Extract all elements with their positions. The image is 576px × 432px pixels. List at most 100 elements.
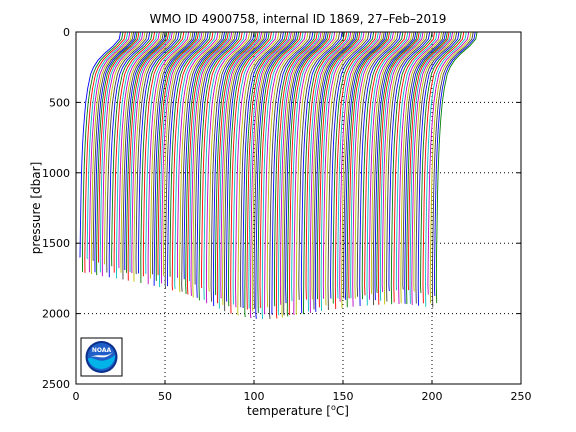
temperature-profile-line	[427, 31, 470, 295]
temperature-profile-line	[352, 31, 394, 307]
temperature-profile-line	[198, 31, 241, 301]
temperature-profile-line	[283, 31, 326, 316]
temperature-profile-line	[261, 31, 304, 320]
temperature-profile-line	[164, 31, 207, 289]
temperature-profile-line	[122, 31, 164, 280]
x-tick-label: 150	[333, 390, 354, 403]
temperature-profile-line	[320, 31, 363, 312]
x-tick-label: 200	[422, 390, 443, 403]
temperature-profile-line	[413, 31, 456, 292]
temperature-profile-line	[342, 31, 385, 299]
temperature-profile-line	[196, 31, 239, 298]
chart-title: WMO ID 4900758, internal ID 1869, 27–Feb…	[150, 12, 447, 26]
temperature-profile-line	[239, 31, 282, 308]
temperature-profile-line	[275, 31, 318, 319]
temperature-profile-line	[281, 31, 324, 318]
temperature-profile-line	[398, 31, 440, 305]
temperature-profile-line	[127, 31, 170, 281]
temperature-profile-line	[205, 31, 248, 304]
temperature-profile-line	[348, 31, 390, 299]
temperature-profile-line	[84, 31, 126, 273]
temperature-profile-line	[300, 31, 343, 314]
x-tick-label: 50	[158, 390, 172, 403]
temperature-profile-line	[183, 31, 226, 280]
temperature-profile-line	[325, 31, 367, 306]
temperature-profile-line	[291, 31, 333, 302]
temperature-profile-line	[232, 31, 275, 305]
temperature-profile-line	[131, 31, 173, 274]
temperature-profile-line	[266, 31, 309, 308]
temperature-profile-line	[142, 31, 185, 277]
temperature-profile-line	[174, 31, 216, 289]
temperature-profile-line	[356, 31, 399, 297]
temperature-profile-line	[152, 31, 194, 275]
temperature-profile-line	[346, 31, 389, 308]
temperature-profile-line	[390, 31, 433, 305]
temperature-profile-line	[108, 31, 151, 278]
temperature-profile-line	[378, 31, 420, 305]
x-axis-label-degree: o	[331, 403, 336, 412]
temperature-profile-line	[153, 31, 196, 287]
x-tick-label: 100	[244, 390, 265, 403]
x-axis-label-end: C]	[336, 404, 349, 418]
temperature-profile-line	[251, 31, 294, 312]
noaa-logo-gull	[90, 352, 113, 358]
temperature-profile-line	[433, 31, 476, 297]
temperature-profile-line	[190, 31, 233, 296]
temperature-profile-line	[90, 31, 133, 275]
temperature-profile-line	[133, 31, 175, 282]
temperature-profile-line	[393, 31, 436, 303]
temperature-profile-line	[169, 31, 211, 277]
temperature-profile-line	[271, 31, 314, 316]
temperature-profile-line	[101, 31, 144, 277]
temperature-profile-line	[113, 31, 156, 273]
temperature-profile-line	[220, 31, 263, 299]
y-tick-label: 1000	[42, 167, 70, 180]
temperature-profile-line	[350, 31, 392, 299]
temperature-profile-line	[208, 31, 251, 292]
temperature-profile-line	[222, 31, 264, 305]
temperature-profile-line	[366, 31, 409, 306]
temperature-profile-line	[344, 31, 387, 300]
temperature-profile-line	[187, 31, 229, 295]
temperature-profile-line	[431, 31, 474, 308]
temperature-profile-line	[318, 31, 361, 308]
temperature-profile-line	[417, 31, 460, 306]
temperature-profile-line	[381, 31, 424, 292]
temperature-profile-line	[330, 31, 372, 299]
temperature-profile-line	[298, 31, 341, 300]
temperature-profile-line	[383, 31, 426, 305]
temperature-profile-line	[155, 31, 198, 281]
temperature-profile-line	[223, 31, 266, 312]
temperature-profile-line	[157, 31, 199, 276]
temperature-profile-line	[279, 31, 322, 305]
temperature-profile-line	[227, 31, 270, 307]
y-tick-label: 0	[63, 26, 70, 39]
temperature-profile-line	[230, 31, 272, 314]
temperature-profile-line	[400, 31, 443, 304]
temperature-profile-line	[277, 31, 320, 316]
temperature-profile-line	[293, 31, 336, 316]
temperature-profile-line	[341, 31, 383, 309]
temperature-profile-line	[210, 31, 253, 302]
temperature-profile-line	[86, 31, 129, 260]
temperature-profile-line	[376, 31, 418, 293]
temperature-profile-line	[189, 31, 231, 282]
temperature-profile-line	[311, 31, 354, 300]
temperature-profile-line	[111, 31, 153, 267]
temperature-profile-line	[225, 31, 268, 302]
temperature-profile-line	[81, 31, 124, 273]
temperature-profile-line	[179, 31, 221, 293]
temperature-profile-line	[203, 31, 246, 300]
temperature-profile-line	[305, 31, 348, 300]
temperature-profile-line	[411, 31, 454, 305]
temperature-profile-line	[200, 31, 243, 289]
temperature-profile-line	[332, 31, 375, 304]
temperature-profile-line	[194, 31, 236, 285]
y-axis-label: pressure [dbar]	[29, 162, 43, 255]
y-tick-label: 500	[49, 96, 70, 109]
temperature-profile-line	[402, 31, 445, 290]
temperature-profile-line	[429, 31, 472, 304]
temperature-profile-line	[314, 31, 357, 312]
temperature-profile-line	[372, 31, 415, 306]
